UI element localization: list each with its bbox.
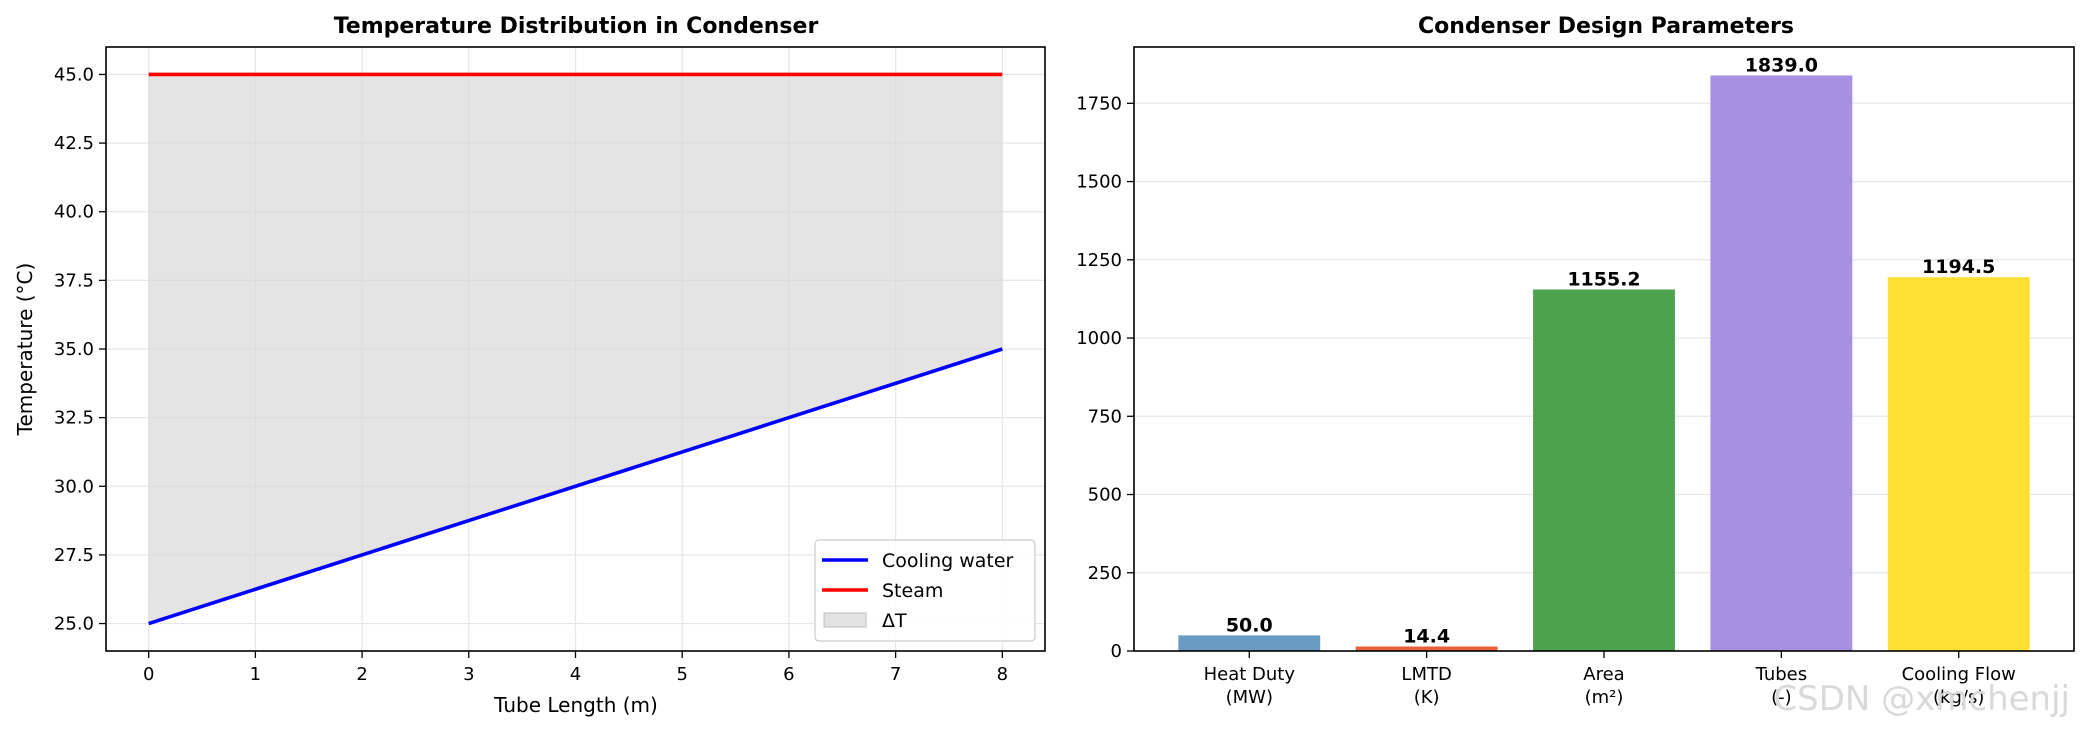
bar	[1533, 289, 1675, 651]
design-parameters-bar-chart: Condenser Design Parameters 0 250 500 750 10…	[1076, 14, 2075, 708]
x-tick-label: 0	[143, 664, 154, 685]
bar-value-label: 14.4	[1403, 625, 1450, 647]
x-tick-label: 6	[783, 664, 794, 685]
y-tick-label: 25.0	[54, 614, 94, 635]
x-tick-label: 4	[570, 664, 581, 685]
x-tick-label: 1	[250, 664, 261, 685]
y-tick-label: 750	[1088, 406, 1122, 427]
x-tick-label: (m²)	[1585, 687, 1624, 708]
bars	[1178, 75, 2030, 651]
y-tick-label: 35.0	[54, 339, 94, 360]
y-tick-label: 40.0	[54, 202, 94, 223]
bar-value-label: 50.0	[1226, 614, 1273, 636]
y-tick-label: 1000	[1076, 328, 1122, 349]
bar-value-label: 1194.5	[1922, 256, 1995, 278]
x-axis-ticks: Heat Duty(MW) LMTD(K) Area(m²) Tubes(-) Cool…	[1204, 651, 2016, 708]
bar	[1355, 646, 1498, 651]
x-axis-label: Tube Length (m)	[493, 693, 658, 717]
x-tick-label: 3	[463, 664, 474, 685]
chart-title: Condenser Design Parameters	[1418, 14, 1794, 39]
y-axis-label: Temperature (°C)	[13, 263, 37, 437]
watermark: CSDN @xmchenjj	[1773, 679, 2070, 719]
x-tick-label: Tubes	[1755, 664, 1808, 685]
y-tick-label: 500	[1088, 485, 1122, 506]
y-tick-label: 42.5	[54, 133, 94, 154]
y-tick-label: 45.0	[54, 64, 94, 85]
x-tick-label: (MW)	[1226, 687, 1273, 708]
x-axis-ticks: 0 1 2 3 4 5 6 7 8	[143, 651, 1008, 685]
legend: Cooling water Steam ΔT	[814, 539, 1036, 642]
y-tick-label: 0	[1111, 641, 1122, 662]
series-lines	[148, 72, 1003, 626]
x-tick-label: Cooling Flow	[1902, 664, 2016, 685]
x-tick-label: 8	[997, 664, 1008, 685]
bar	[1887, 277, 2030, 651]
legend-label-steam: Steam	[882, 580, 943, 602]
bar	[1710, 75, 1853, 651]
delta-t-area	[148, 74, 1003, 624]
bar	[1178, 635, 1321, 651]
y-tick-label: 1500	[1076, 172, 1122, 193]
y-tick-label: 1750	[1076, 93, 1122, 114]
bar-value-labels: 50.0 14.4 1155.2 1839.0 1194.5	[1226, 54, 1996, 647]
y-axis-ticks: 0 250 500 750 1000 1250 1500 1750	[1076, 93, 1134, 662]
x-tick-label: (kg/s)	[1933, 687, 1984, 708]
series-line-cooling-water	[148, 347, 1003, 626]
x-tick-label: (-)	[1771, 687, 1792, 708]
bar-value-label: 1839.0	[1745, 54, 1818, 76]
delta-t-fill	[148, 74, 1003, 624]
temperature-line-chart: Temperature Distribution in Condenser 0 1…	[13, 14, 1046, 717]
y-tick-label: 27.5	[54, 545, 94, 566]
y-tick-label: 37.5	[54, 270, 94, 291]
x-tick-label: (K)	[1414, 687, 1440, 708]
y-tick-label: 32.5	[54, 408, 94, 429]
legend-label-cooling-water: Cooling water	[882, 550, 1014, 572]
x-tick-label: 5	[676, 664, 687, 685]
legend-frame	[814, 539, 1036, 642]
legend-label-delta-t: ΔT	[882, 610, 907, 632]
x-tick-label: 7	[890, 664, 901, 685]
bar-value-label: 1155.2	[1567, 268, 1640, 290]
x-tick-label: 2	[356, 664, 367, 685]
x-tick-label: LMTD	[1401, 664, 1451, 685]
y-tick-label: 250	[1088, 563, 1122, 584]
y-tick-label: 30.0	[54, 476, 94, 497]
x-tick-label: Heat Duty	[1204, 664, 1296, 685]
x-tick-label: Area	[1583, 664, 1624, 685]
y-axis-ticks: 25.0 27.5 30.0 32.5 35.0 37.5 40.0 42.5 45.0	[54, 64, 106, 635]
chart-title: Temperature Distribution in Condenser	[334, 14, 819, 39]
y-tick-label: 1250	[1076, 250, 1122, 271]
legend-swatch-delta-t	[823, 612, 867, 628]
